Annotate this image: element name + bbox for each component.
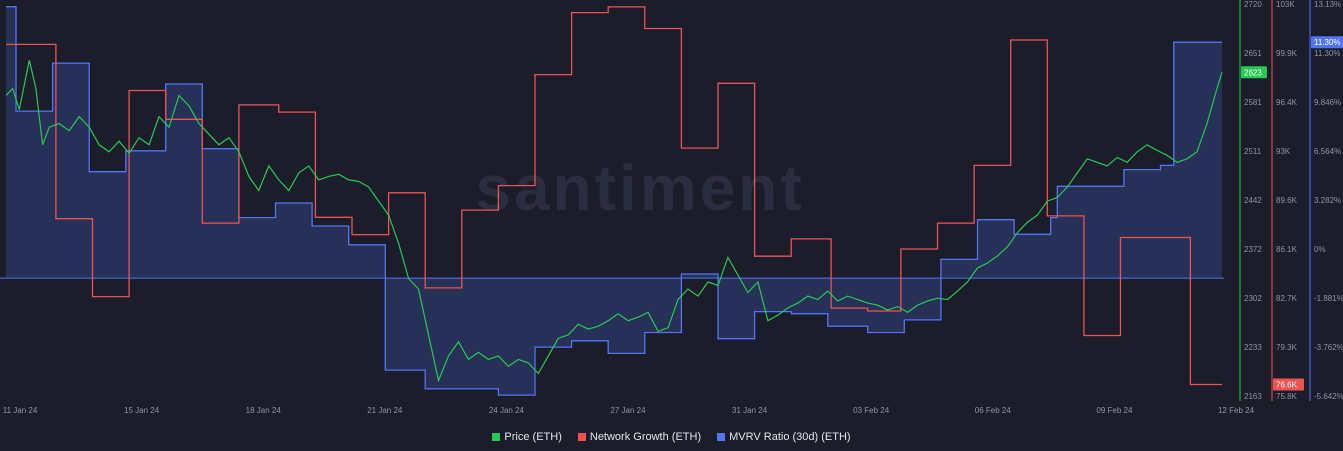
tick-label-mvrv: 0% [1314,245,1326,254]
tick-label-network_growth: 96.4K [1276,98,1298,107]
tick-label-mvrv: 6.564% [1314,147,1341,156]
current-value-label-network_growth: 76.6K [1276,380,1298,389]
legend-label-network-growth: Network Growth (ETH) [589,431,702,443]
tick-label-network_growth: 99.9K [1276,49,1298,58]
legend-item-price[interactable]: Price (ETH) [492,431,562,443]
tick-label-price: 2372 [1244,245,1262,254]
x-tick-label: 18 Jan 24 [246,406,282,415]
tick-label-price: 2511 [1244,147,1262,156]
tick-label-network_growth: 86.1K [1276,245,1298,254]
current-value-badge-price [1241,66,1267,79]
x-tick-label: 27 Jan 24 [610,406,646,415]
x-tick-label: 09 Feb 24 [1096,406,1133,415]
tick-label-network_growth: 79.3K [1276,343,1298,352]
series-line-price[interactable] [5,60,1223,383]
tick-label-price: 2233 [1244,343,1262,352]
legend-swatch-price [492,433,501,441]
x-tick-label: 21 Jan 24 [367,406,403,415]
current-value-badge-network_growth [1273,378,1304,391]
tick-label-mvrv: -3.762% [1314,343,1343,352]
current-value-badge-mvrv [1311,36,1343,49]
legend: Price (ETH) Network Growth (ETH) MVRV Ra… [0,428,1343,446]
tick-label-network_growth: 82.7K [1276,294,1298,303]
tick-label-network_growth: 75.8K [1276,392,1298,401]
mvrv-area-fill [6,6,1222,396]
tick-label-network_growth: 103K [1276,0,1295,9]
series-line-network_growth[interactable] [6,6,1222,386]
tick-label-price: 2442 [1244,196,1262,205]
current-value-label-price: 2623 [1244,68,1262,77]
tick-label-mvrv: -1.881% [1314,294,1343,303]
x-tick-label: 12 Feb 24 [1218,406,1255,415]
tick-label-price: 2302 [1244,294,1262,303]
x-tick-label: 06 Feb 24 [975,406,1012,415]
x-tick-label: 15 Jan 24 [124,406,160,415]
tick-label-mvrv: 3.282% [1314,196,1341,205]
tick-label-network_growth: 89.6K [1276,196,1298,205]
tick-label-mvrv: 11.30% [1314,49,1341,58]
watermark: santiment [475,152,804,224]
tick-label-price: 2720 [1244,0,1262,9]
legend-label-mvrv: MVRV Ratio (30d) (ETH) [729,431,851,443]
tick-label-mvrv: -5.642% [1314,392,1343,401]
legend-swatch-network-growth [577,433,586,441]
legend-item-network-growth[interactable]: Network Growth (ETH) [577,431,702,443]
x-tick-label: 03 Feb 24 [853,406,890,415]
tick-label-network_growth: 93K [1276,147,1291,156]
current-value-label-mvrv: 11.30% [1314,38,1341,47]
plot-background [0,0,1240,401]
x-tick-label: 31 Jan 24 [732,406,768,415]
tick-label-price: 2163 [1244,392,1262,401]
tick-label-mvrv: 13.13% [1314,0,1341,9]
legend-item-mvrv[interactable]: MVRV Ratio (30d) (ETH) [717,431,851,443]
x-tick-label: 11 Jan 24 [3,406,38,415]
tick-label-price: 2651 [1244,49,1262,58]
legend-label-price: Price (ETH) [504,431,562,443]
tick-label-price: 2581 [1244,98,1262,107]
x-tick-label: 24 Jan 24 [489,406,525,415]
legend-swatch-mvrv [717,433,726,441]
series-line-mvrv[interactable] [6,6,1222,396]
tick-label-mvrv: 9.846% [1314,98,1341,107]
